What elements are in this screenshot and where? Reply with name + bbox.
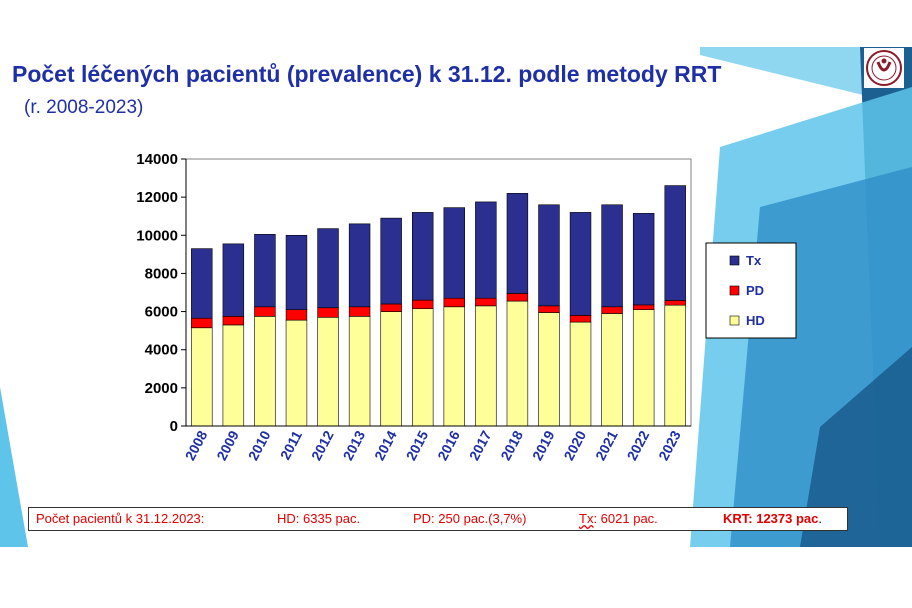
bar-pd xyxy=(443,297,465,308)
bar-tx xyxy=(285,234,308,310)
slide-title: Počet léčených pacientů (prevalence) k 3… xyxy=(12,61,722,87)
summary-krt: KRT: 12373 pac. xyxy=(723,511,822,526)
bar-tx xyxy=(569,212,592,316)
summary-krt-dot: . xyxy=(818,511,823,526)
bar-tx xyxy=(475,201,497,299)
x-tick-label: 2023 xyxy=(655,428,684,463)
bar-hd xyxy=(380,311,402,427)
slide-subtitle: (r. 2008-2023) xyxy=(24,97,144,118)
x-tick-label: 2019 xyxy=(529,428,558,463)
bar-pd xyxy=(317,307,339,318)
summary-label: Počet pacientů k 31.12.2023: xyxy=(36,511,205,526)
bar-hd xyxy=(664,304,686,427)
bar-pd xyxy=(285,309,308,321)
x-tick-label: 2015 xyxy=(403,428,432,463)
legend-swatch-tx xyxy=(729,255,740,266)
y-tick-label: 14000 xyxy=(136,151,178,168)
x-tick-label: 2012 xyxy=(308,428,337,463)
y-tick-label: 2000 xyxy=(145,380,178,397)
bar-pd xyxy=(538,305,560,313)
bar-pd xyxy=(506,293,529,302)
chart: 0 2000 4000 6000 8000 10000 12000 14000 2008 200… xyxy=(136,151,797,463)
bar-hd xyxy=(569,321,592,427)
bar-tx xyxy=(254,234,276,308)
bar-hd xyxy=(222,324,245,427)
bar-pd xyxy=(475,297,497,307)
bar-pd xyxy=(601,306,623,314)
bars xyxy=(191,185,686,427)
legend-label-hd: HD xyxy=(746,313,765,328)
summary-box: Počet pacientů k 31.12.2023: HD: 6335 pa… xyxy=(28,507,848,531)
legend-label-tx: Tx xyxy=(746,253,762,268)
legend-label-pd: PD xyxy=(746,283,764,298)
y-tick-label: 0 xyxy=(170,418,178,435)
legend: Tx PD HD xyxy=(705,242,797,339)
y-tick-label: 12000 xyxy=(136,189,178,206)
bar-tx xyxy=(506,193,529,294)
bar-pd xyxy=(632,304,655,310)
bar-tx xyxy=(601,204,623,308)
y-tick-label: 10000 xyxy=(136,227,178,244)
bar-tx xyxy=(538,204,560,307)
summary-krt-value: KRT: 12373 pac xyxy=(723,511,819,526)
bar-pd xyxy=(222,316,245,326)
y-axis: 0 2000 4000 6000 8000 10000 12000 14000 xyxy=(136,151,187,435)
x-tick-label: 2020 xyxy=(560,428,589,463)
bar-pd xyxy=(380,303,402,312)
x-tick-label: 2013 xyxy=(339,428,368,463)
bar-hd xyxy=(443,306,465,427)
slide: Počet léčených pacientů (prevalence) k 3… xyxy=(0,47,912,547)
summary-tx-label: Tx xyxy=(579,511,594,526)
summary-pd: PD: 250 pac.(3,7%) xyxy=(413,511,527,526)
x-tick-label: 2011 xyxy=(277,428,305,463)
bar-tx xyxy=(664,185,686,301)
y-tick-label: 4000 xyxy=(145,342,178,359)
summary-hd: HD: 6335 pac. xyxy=(277,511,361,526)
bar-pd xyxy=(254,306,276,317)
slide-decoration xyxy=(0,47,912,547)
legend-swatch-pd xyxy=(729,285,740,296)
legend-swatch-hd xyxy=(729,315,740,326)
society-logo-icon xyxy=(864,48,904,88)
x-tick-label: 2018 xyxy=(497,428,526,463)
bar-hd xyxy=(317,316,339,427)
bar-tx xyxy=(317,228,339,309)
y-tick-label: 6000 xyxy=(145,304,178,321)
bar-hd xyxy=(475,305,497,427)
bar-tx xyxy=(348,223,371,308)
bar-hd xyxy=(285,319,308,427)
bar-pd xyxy=(348,306,371,317)
bar-hd xyxy=(538,312,560,427)
x-tick-label: 2010 xyxy=(245,428,274,463)
summary-tx-value: : 6021 pac. xyxy=(593,511,658,526)
x-tick-label: 2009 xyxy=(213,428,242,463)
bar-tx xyxy=(222,243,245,317)
bar-hd xyxy=(191,327,213,427)
x-axis: 2008 2009 2010 2011 2012 2013 2014 2015 2016 2017… xyxy=(182,425,691,463)
x-tick-label: 2008 xyxy=(182,428,211,463)
bar-hd xyxy=(601,313,623,427)
bar-hd xyxy=(506,300,529,427)
y-tick-label: 8000 xyxy=(145,265,178,282)
x-tick-label: 2016 xyxy=(434,428,463,463)
x-tick-label: 2022 xyxy=(624,428,653,463)
x-tick-label: 2021 xyxy=(592,428,621,463)
bar-tx xyxy=(443,207,465,299)
bar-pd xyxy=(412,299,434,310)
bar-tx xyxy=(412,212,434,301)
bar-pd xyxy=(191,317,213,329)
summary-tx: Tx: 6021 pac. xyxy=(579,511,658,526)
bar-hd xyxy=(348,316,371,427)
bar-hd xyxy=(254,316,276,427)
bar-pd xyxy=(664,300,686,306)
bar-tx xyxy=(632,213,655,306)
bar-pd xyxy=(569,315,592,323)
bar-hd xyxy=(412,308,434,427)
x-tick-label: 2014 xyxy=(371,428,400,463)
bar-hd xyxy=(632,309,655,427)
x-tick-label: 2017 xyxy=(466,428,495,463)
bar-tx xyxy=(380,217,402,305)
bar-tx xyxy=(191,248,213,319)
legend-box xyxy=(705,242,797,339)
